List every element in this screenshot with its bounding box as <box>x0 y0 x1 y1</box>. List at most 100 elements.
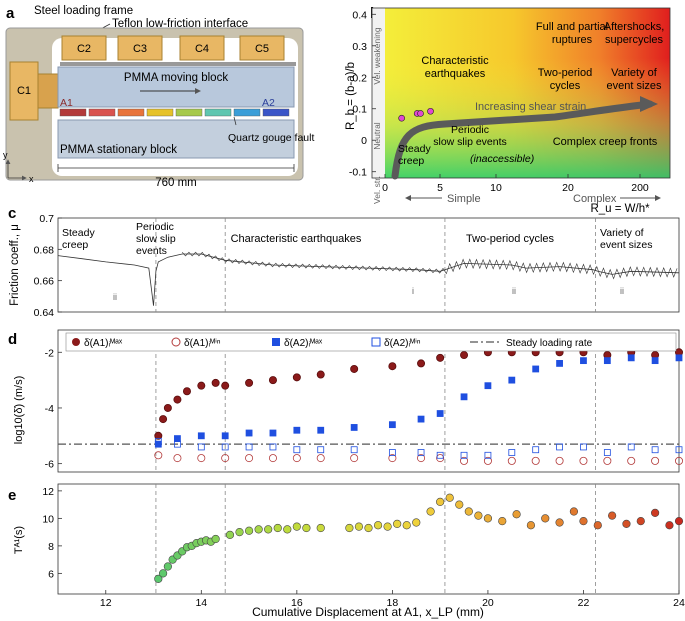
regime-c-two-period: Two-period cycles <box>466 233 555 245</box>
b-xtick-label-1: 5 <box>437 182 443 194</box>
sensor-block-6 <box>204 108 232 117</box>
annotation-c-2: ii <box>512 286 516 296</box>
e-point-43 <box>569 507 579 516</box>
e-xtick-label-2: 16 <box>291 597 303 609</box>
d-series-1-point-4 <box>245 454 254 463</box>
d-series-3-point-10 <box>417 449 425 456</box>
e-point-45 <box>593 521 602 530</box>
b-ytick-label-4: 0 <box>361 135 367 147</box>
legend-a2-min: δ̇(A2)ᵢᴹⁱⁿ <box>384 338 421 349</box>
regime-c-variety-2: event sizes <box>600 239 653 251</box>
e-point-28 <box>393 519 402 528</box>
d-series-0-point-11 <box>316 370 325 379</box>
annotation-c-1: i <box>412 286 414 296</box>
d-series-3-point-9 <box>388 449 396 456</box>
e-xtick-label-5: 22 <box>578 597 590 609</box>
sensor-end-a1: A1 <box>60 97 73 109</box>
top-blocks: C2 C3 C4 C5 <box>61 35 285 61</box>
d-series-2-point-20 <box>651 357 659 365</box>
regime-variety-2: event sizes <box>606 80 662 92</box>
legend-marker-a2-max <box>272 338 280 346</box>
e-point-30 <box>412 518 421 527</box>
legend-marker-a1-min <box>171 337 181 347</box>
panel-d-ticks: -2 -4 -6 <box>45 347 62 471</box>
b-xtick-label-0: 0 <box>382 182 388 194</box>
e-point-14 <box>235 528 244 537</box>
sensor-block-7 <box>233 108 261 117</box>
e-point-27 <box>383 522 392 531</box>
panel-e: e Tᴬ¹(s) 12 10 8 6 12 14 16 18 20 22 24 Cumulative… <box>8 483 685 619</box>
d-series-2-point-21 <box>675 354 683 362</box>
panel-b-ylabel: R_b = (b-a)/b <box>345 62 357 130</box>
panel-c-dividers <box>155 218 596 312</box>
regime-c-periodic-1: Periodic <box>136 221 174 233</box>
d-series-3-point-13 <box>484 451 492 459</box>
block-c4 <box>179 35 225 61</box>
d-series-1-point-10 <box>417 454 426 463</box>
panel-c: c Friction coeff., μ 0.7 0.68 0.66 0.64 Ste… <box>8 205 680 319</box>
e-ytick-label-3: 6 <box>48 568 54 580</box>
teflon-strip <box>60 62 296 66</box>
shear-strain-path <box>391 100 654 180</box>
e-point-12 <box>211 534 220 544</box>
d-series-1-point-17 <box>579 456 588 465</box>
e-point-15 <box>244 526 254 535</box>
legend <box>65 332 677 352</box>
d-series-1-point-3 <box>221 454 230 463</box>
legend-a2-max: δ̇(A2)ᵢᴹᵃˣ <box>284 338 323 349</box>
panel-d-ylabel: log10(δ̇) (m/s) <box>13 376 25 444</box>
d-ytick-label-2: -6 <box>45 459 54 471</box>
panel-c-ticks: 0.7 0.68 0.66 0.64 <box>34 213 62 319</box>
d-series-1-point-2 <box>197 454 206 463</box>
d-series-1-point-12 <box>460 456 469 465</box>
e-point-40 <box>526 521 536 530</box>
label-c2: C2 <box>77 43 91 55</box>
legend-marker-a2-min <box>371 337 381 347</box>
legend-a1-max: δ̇(A1)ᵢᴹᵃˣ <box>84 338 123 349</box>
panel-a-letter: a <box>6 5 15 22</box>
d-series-1-point-7 <box>316 454 325 463</box>
e-point-33 <box>445 493 454 502</box>
regime-c-variety-1: Variety of <box>600 227 644 239</box>
panel-d: d log10(δ̇) (m/s) -2 -4 -6 δ̇(A1)ᵢᴹᵃˣ δ̇(A… <box>8 329 684 473</box>
panel-c-letter: c <box>8 205 16 222</box>
e-point-25 <box>364 523 373 533</box>
block-c2 <box>61 35 107 61</box>
b-ytick-label-3: 0.1 <box>352 104 367 116</box>
regime-steady-creep-1: Steady <box>398 143 431 155</box>
e-point-13 <box>225 530 235 539</box>
e-ytick-label-2: 8 <box>48 541 54 553</box>
d-series-0-point-8 <box>245 378 254 387</box>
block-c3 <box>117 35 163 61</box>
d-series-0-point-4 <box>182 387 191 396</box>
e-point-23 <box>345 523 354 533</box>
e-point-19 <box>283 525 292 534</box>
panel-b-ticks: 0.4 0.3 0.2 0.1 0 -0.1 0 5 10 20 200 <box>349 9 649 194</box>
e-point-0 <box>154 574 163 583</box>
e-point-50 <box>665 521 674 530</box>
label-c1: C1 <box>17 85 31 97</box>
d-series-3-point-2 <box>197 443 205 451</box>
d-series-0-point-14 <box>417 359 426 368</box>
axis-y-label: y <box>3 150 8 160</box>
d-series-1-point-20 <box>651 456 660 465</box>
simple-label: Simple <box>447 193 481 205</box>
d-series-3-point-3 <box>221 443 229 451</box>
d-series-2-point-1 <box>174 435 181 442</box>
regime-ruptures-1: Full and partial <box>536 21 608 33</box>
e-point-42 <box>555 518 564 527</box>
d-series-2-point-17 <box>580 357 587 365</box>
b-marker-0 <box>398 114 405 122</box>
e-point-22 <box>316 523 325 533</box>
panel-b-frame <box>371 7 671 179</box>
e-point-48 <box>636 517 645 526</box>
frame-label: Steel loading frame <box>34 5 133 17</box>
panel-e-dividers <box>155 484 596 594</box>
e-point-24 <box>354 522 364 531</box>
regime-ruptures-2: ruptures <box>552 34 593 46</box>
d-series-1-point-6 <box>292 454 301 463</box>
d-series-0-point-2 <box>163 403 172 412</box>
arrow-label: Increasing shear strain <box>475 101 586 113</box>
d-series-1-point-21 <box>675 456 684 465</box>
block-c1-piston <box>37 73 59 109</box>
